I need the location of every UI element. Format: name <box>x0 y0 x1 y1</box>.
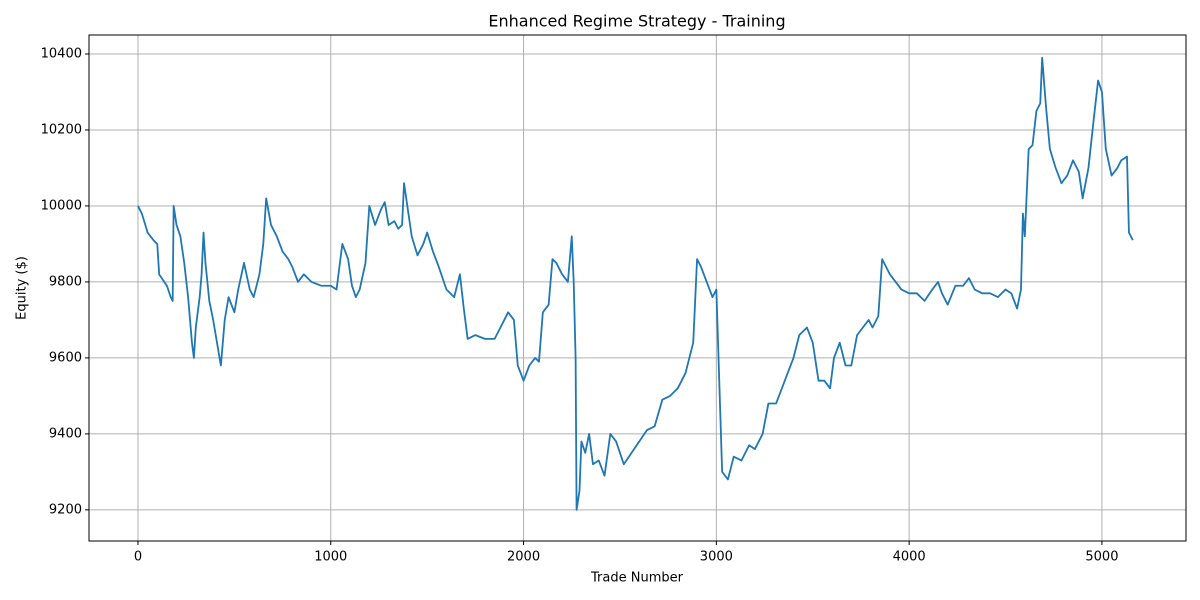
y-tick-label: 9600 <box>49 350 82 365</box>
plot-frame <box>88 34 1187 542</box>
x-tick-label: 3000 <box>700 550 733 565</box>
equity-line <box>137 56 1134 511</box>
y-tick-label: 9400 <box>49 426 82 441</box>
y-tick-label: 9200 <box>49 502 82 517</box>
chart-title: Enhanced Regime Strategy - Training <box>488 12 785 31</box>
x-axis-label: Trade Number <box>590 571 684 586</box>
x-tick-label: 2000 <box>507 550 540 565</box>
x-tick-label: 5000 <box>1085 550 1118 565</box>
x-tick-label: 1000 <box>314 550 347 565</box>
y-tick-label: 10400 <box>41 46 82 61</box>
y-tick-label: 10200 <box>41 122 82 137</box>
x-tick-label: 0 <box>134 550 142 565</box>
y-tick-label: 9800 <box>49 274 82 289</box>
y-tick-label: 10000 <box>41 198 82 213</box>
y-axis-label: Equity ($) <box>15 256 30 320</box>
x-tick-label: 4000 <box>893 550 926 565</box>
